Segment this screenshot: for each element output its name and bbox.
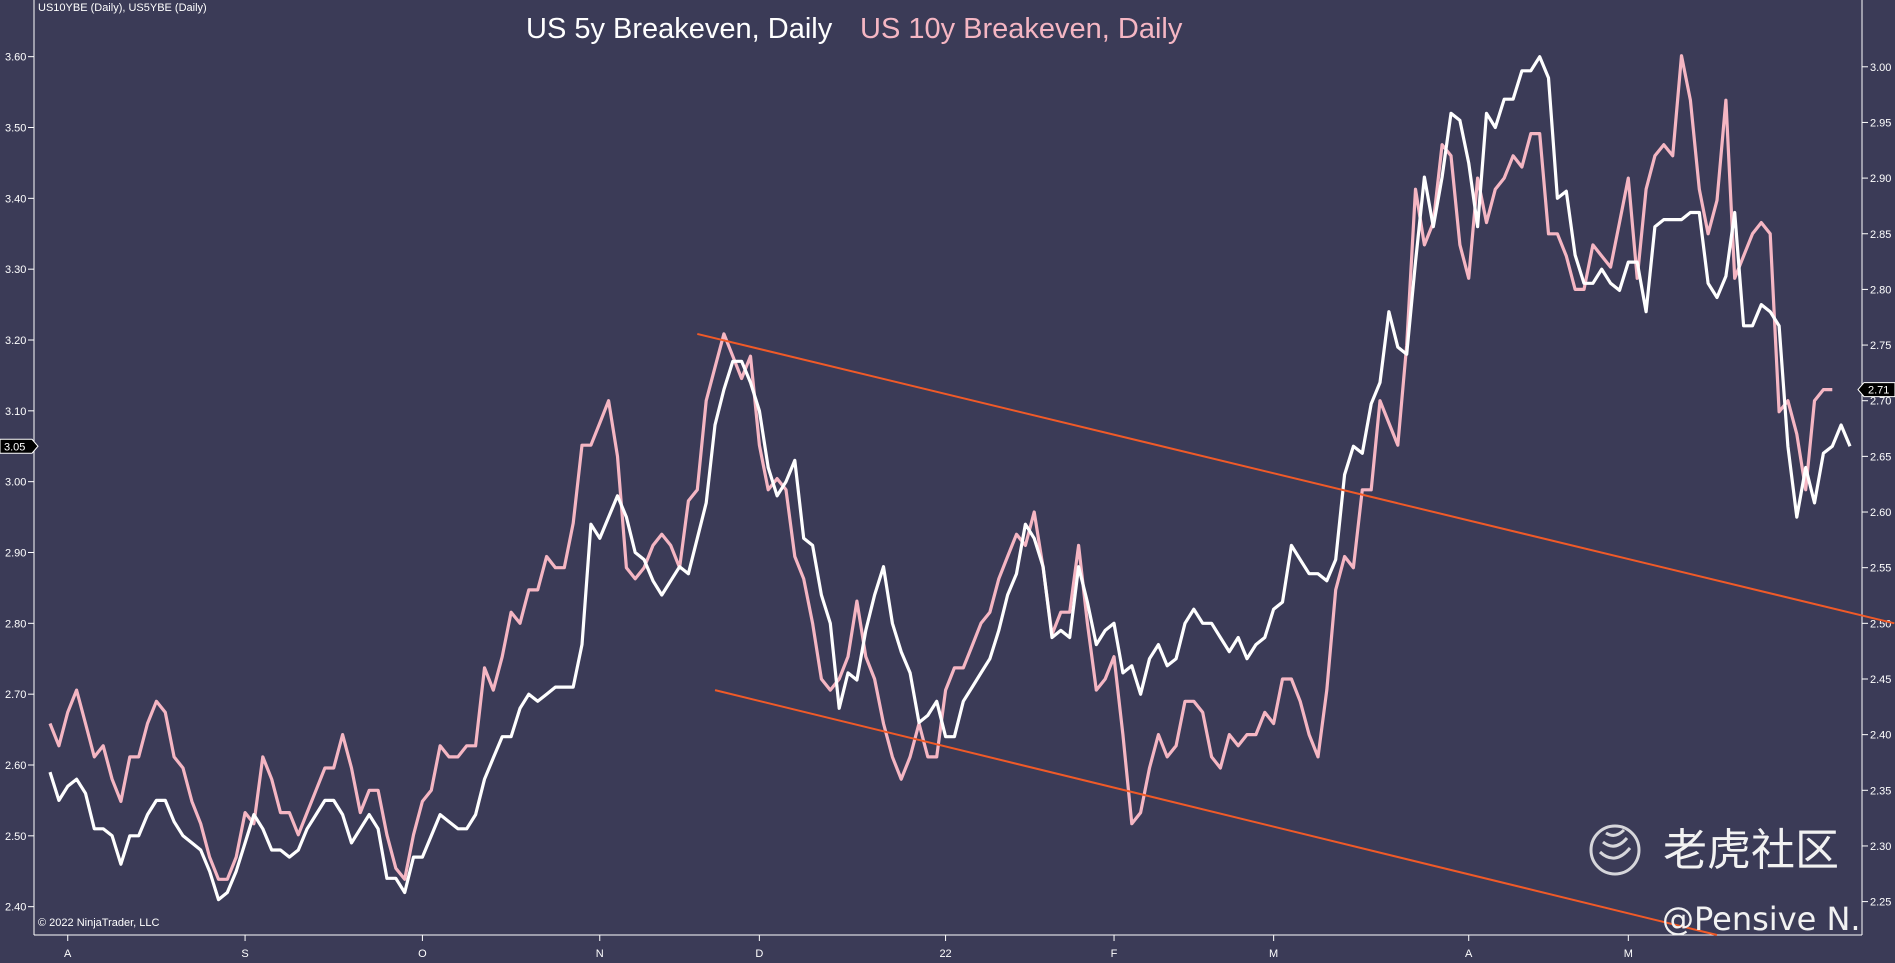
x-tick-label: F — [1111, 948, 1118, 960]
right-tick-label: 2.85 — [1870, 229, 1891, 241]
right-tick-label: 2.35 — [1870, 785, 1891, 797]
right-tick-label: 2.80 — [1870, 284, 1891, 296]
left-tick-label: 2.50 — [5, 831, 26, 843]
x-tick-label: A — [1465, 948, 1473, 960]
series-lines — [48, 54, 1852, 902]
right-tick-label: 2.40 — [1870, 730, 1891, 742]
symbols-label: US10YBE (Daily), US5YBE (Daily) — [38, 2, 207, 14]
x-tick-label: 22 — [939, 948, 951, 960]
tiger-stripes-icon — [1598, 828, 1632, 860]
right-last-value-badge — [1857, 382, 1895, 398]
x-tick-label: D — [755, 948, 763, 960]
author-watermark-text: @Pensive N. — [1662, 900, 1861, 938]
left-tick-label: 2.70 — [5, 689, 26, 701]
lower-trendline — [714, 689, 1718, 936]
title-10y-breakeven: US 10y Breakeven, Daily — [860, 13, 1183, 45]
upper-trendline — [697, 332, 1895, 625]
x-tick-label: M — [1624, 948, 1633, 960]
right-tick-label: 2.55 — [1870, 563, 1891, 575]
x-tick-label: O — [418, 948, 427, 960]
right-last-value-marker: 2.71 — [1857, 382, 1895, 398]
left-tick-label: 3.60 — [5, 52, 26, 64]
left-tick-label: 3.40 — [5, 193, 26, 205]
right-last-value-label: 2.71 — [1868, 385, 1889, 397]
left-last-value-badge — [0, 438, 39, 454]
copyright-label: © 2022 NinjaTrader, LLC — [38, 917, 159, 929]
x-tick-label: M — [1269, 948, 1278, 960]
x-axis-ticks: A S O N D 22 F M A M — [64, 935, 1633, 960]
trendlines — [697, 332, 1895, 936]
right-tick-label: 2.45 — [1870, 674, 1891, 686]
left-axis-ticks: 3.60 3.50 3.40 3.30 3.20 3.10 3.00 2.90 2.80 2.70… — [5, 52, 34, 914]
left-tick-label: 2.90 — [5, 548, 26, 560]
x-tick-label: N — [596, 948, 604, 960]
left-tick-label: 3.30 — [5, 264, 26, 276]
left-tick-label: 2.60 — [5, 760, 26, 772]
left-tick-label: 3.50 — [5, 123, 26, 135]
right-tick-label: 2.95 — [1870, 117, 1891, 129]
x-tick-label: A — [64, 948, 72, 960]
right-tick-label: 2.30 — [1870, 841, 1891, 853]
left-tick-label: 3.10 — [5, 406, 26, 418]
right-tick-label: 2.65 — [1870, 451, 1891, 463]
left-last-value-label: 3.05 — [4, 441, 25, 453]
right-tick-label: 3.00 — [1870, 62, 1891, 74]
tiger-logo-icon — [1589, 824, 1641, 876]
tiger-community-watermark: 老虎社区 @Pensive N. — [1589, 824, 1861, 938]
left-tick-label: 3.20 — [5, 335, 26, 347]
community-watermark-text: 老虎社区 — [1663, 825, 1839, 876]
left-tick-label: 2.80 — [5, 618, 26, 630]
right-tick-label: 2.90 — [1870, 173, 1891, 185]
right-tick-label: 2.70 — [1870, 396, 1891, 408]
title-5y-breakeven: US 5y Breakeven, Daily — [526, 13, 833, 45]
x-tick-label: S — [241, 948, 248, 960]
right-tick-label: 2.75 — [1870, 340, 1891, 352]
right-tick-label: 2.60 — [1870, 507, 1891, 519]
right-tick-label: 2.25 — [1870, 897, 1891, 909]
right-axis-ticks: 3.00 2.95 2.90 2.85 2.80 2.75 2.70 2.65 2.60 2.55… — [1862, 62, 1891, 909]
left-tick-label: 2.40 — [5, 902, 26, 914]
left-tick-label: 3.00 — [5, 477, 26, 489]
series-5y-line — [48, 55, 1852, 902]
left-last-value-marker: 3.05 — [0, 438, 39, 454]
